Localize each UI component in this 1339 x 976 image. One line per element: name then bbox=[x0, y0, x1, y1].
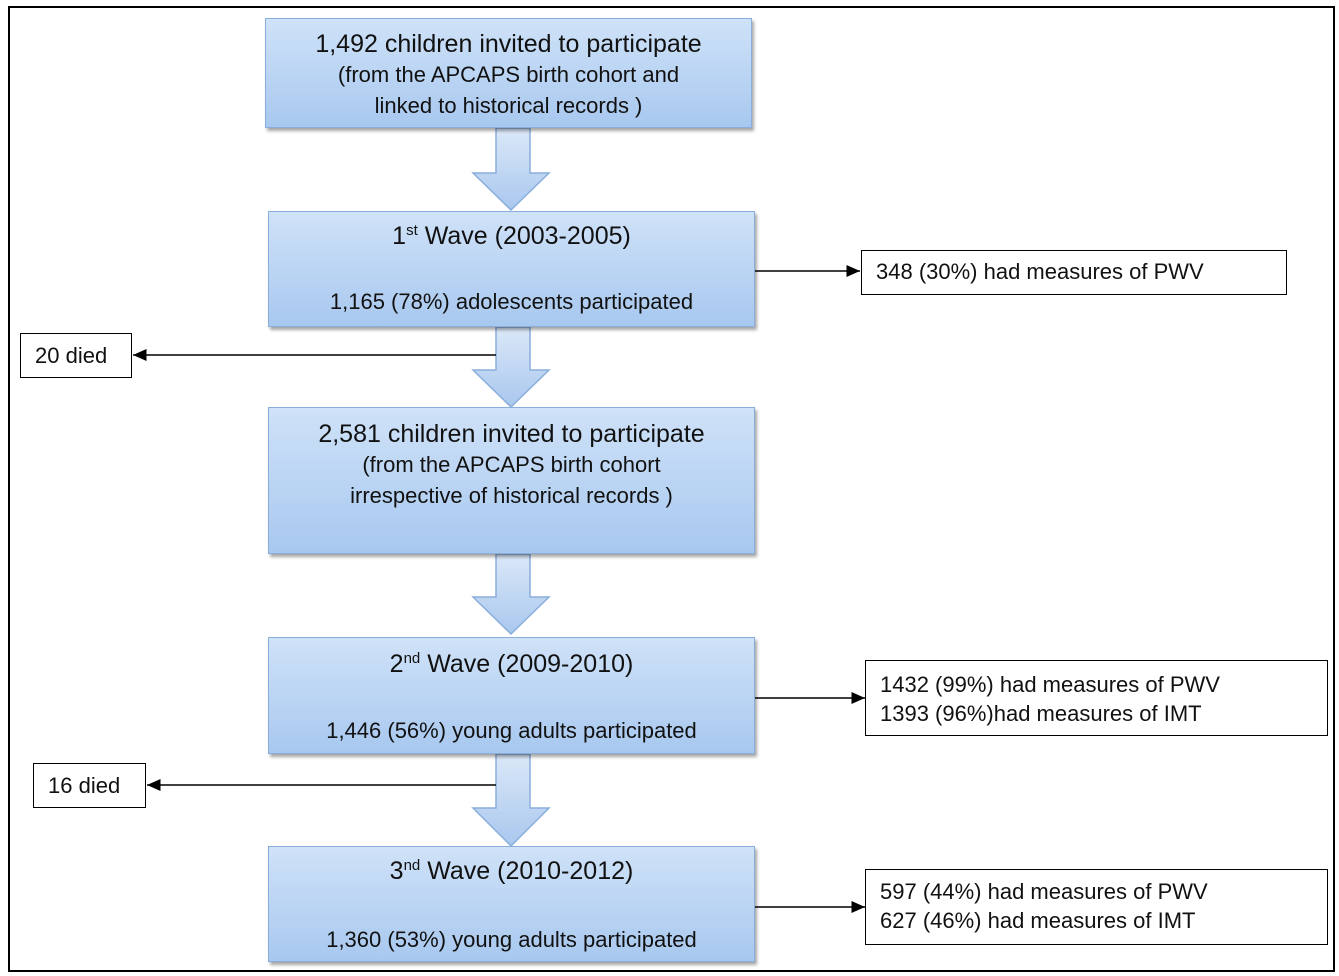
died-box-1-label: 20 died bbox=[35, 343, 108, 368]
wave-2-measure-pwv: 1432 (99%) had measures of PWV bbox=[880, 672, 1220, 697]
died-box-1: 20 died bbox=[20, 333, 132, 378]
wave-1-participants: 1,165 (78%) adolescents participated bbox=[329, 289, 694, 314]
invite-box-1: 1,492 children invited to participate (f… bbox=[265, 18, 752, 128]
wave-2-box: 2nd Wave (2009-2010) 1,446 (56%) young a… bbox=[268, 637, 755, 754]
invite-box-1-line2: (from the APCAPS birth cohort and bbox=[337, 62, 680, 87]
invite-box-2: 2,581 children invited to participate (f… bbox=[268, 407, 755, 554]
wave-3-measure-pwv: 597 (44%) had measures of PWV bbox=[880, 879, 1208, 904]
wave-2-participants: 1,446 (56%) young adults participated bbox=[326, 718, 697, 743]
wave-1-measures-box: 348 (30%) had measures of PWV bbox=[861, 250, 1287, 295]
flow-arrow-3 bbox=[471, 553, 551, 636]
wave-3-title: 3nd Wave (2010-2012) bbox=[389, 857, 634, 885]
invite-box-1-title: 1,492 children invited to participate bbox=[315, 30, 702, 58]
flow-arrow-2 bbox=[471, 326, 551, 409]
flow-arrow-4 bbox=[471, 753, 551, 848]
wave-3-participants: 1,360 (53%) young adults participated bbox=[326, 927, 697, 952]
diagram-frame bbox=[8, 6, 1335, 972]
wave-2-measure-imt: 1393 (96%)had measures of IMT bbox=[880, 701, 1202, 726]
wave-3-measures-box: 597 (44%) had measures of PWV 627 (46%) … bbox=[865, 869, 1328, 945]
wave-1-box: 1st Wave (2003-2005) 1,165 (78%) adolesc… bbox=[268, 211, 755, 327]
wave-1-title: 1st Wave (2003-2005) bbox=[392, 222, 631, 250]
invite-box-2-line2: (from the APCAPS birth cohort bbox=[362, 452, 661, 477]
wave-2-measures-box: 1432 (99%) had measures of PWV 1393 (96%… bbox=[865, 660, 1328, 736]
wave-3-measure-imt: 627 (46%) had measures of IMT bbox=[880, 908, 1196, 933]
wave-1-measure-pwv: 348 (30%) had measures of PWV bbox=[876, 259, 1204, 284]
invite-box-2-title: 2,581 children invited to participate bbox=[318, 420, 705, 448]
invite-box-1-line3: linked to historical records ) bbox=[374, 93, 643, 118]
flow-arrow-1 bbox=[471, 127, 551, 212]
invite-box-2-line3: irrespective of historical records ) bbox=[350, 483, 673, 508]
wave-2-title: 2nd Wave (2009-2010) bbox=[389, 650, 634, 678]
wave-3-box: 3nd Wave (2010-2012) 1,360 (53%) young a… bbox=[268, 846, 755, 962]
died-box-2-label: 16 died bbox=[48, 773, 121, 798]
died-box-2: 16 died bbox=[33, 763, 146, 808]
